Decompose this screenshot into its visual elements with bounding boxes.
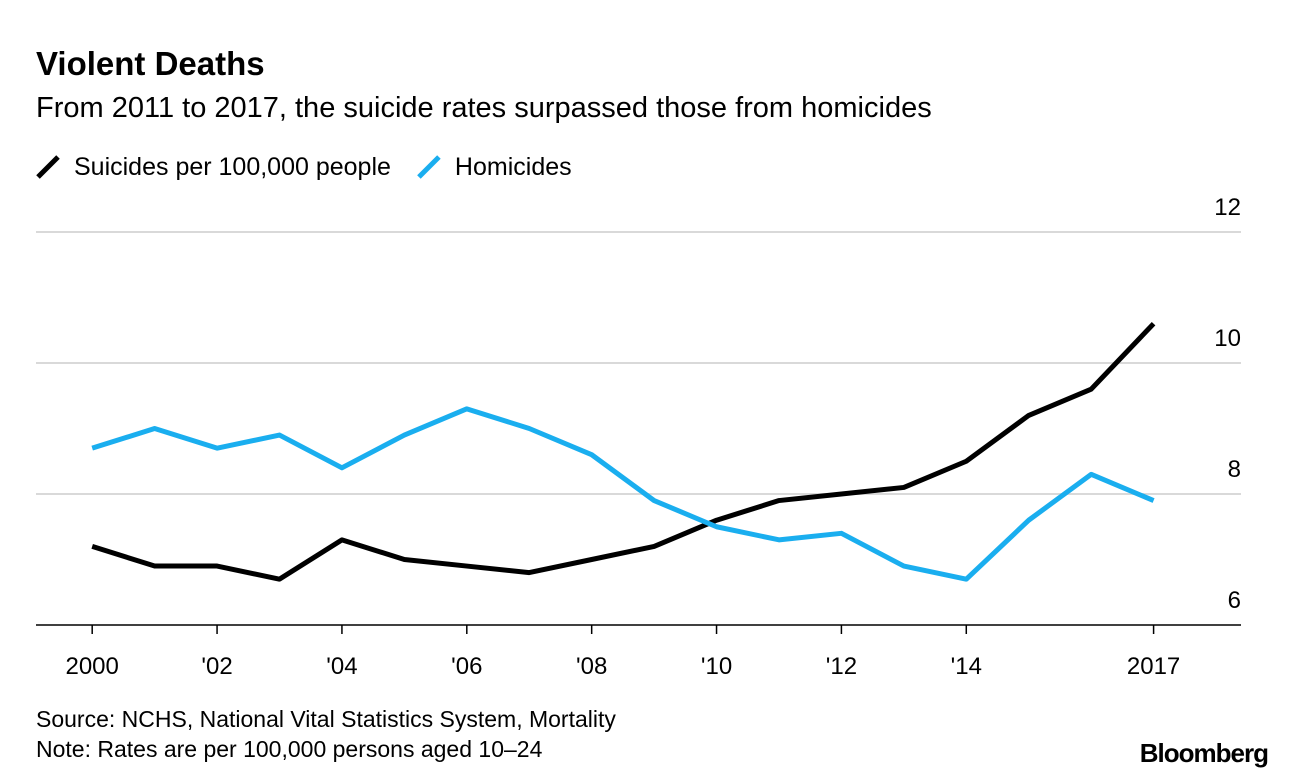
source: Source: NCHS, National Vital Statistics … [36, 706, 616, 732]
x-tick-label: 2017 [1127, 653, 1180, 680]
y-tick-label: 12 [1214, 194, 1241, 221]
x-tick-label: 2000 [65, 653, 118, 680]
x-tick-label: '14 [951, 653, 982, 680]
legend-label: Homicides [455, 153, 572, 181]
x-tick-label: '02 [201, 653, 232, 680]
y-tick-label: 8 [1228, 456, 1241, 483]
x-tick-label: '04 [326, 653, 357, 680]
y-tick-label: 6 [1228, 587, 1241, 614]
y-tick-label: 10 [1214, 325, 1241, 352]
chart-title: Violent Deaths [36, 45, 265, 82]
x-tick-label: '12 [826, 653, 857, 680]
x-tick-label: '08 [576, 653, 607, 680]
series-line [91, 321, 1156, 582]
legend-swatch [36, 155, 60, 179]
brand: Bloomberg [1140, 738, 1268, 768]
note: Note: Rates are per 100,000 persons aged… [36, 736, 543, 762]
x-tick-label: '06 [451, 653, 482, 680]
legend-swatch [417, 155, 441, 179]
series-line [91, 406, 1155, 582]
x-tick-label: '10 [701, 653, 732, 680]
chart-subtitle: From 2011 to 2017, the suicide rates sur… [36, 92, 932, 124]
legend-label: Suicides per 100,000 people [74, 153, 391, 181]
